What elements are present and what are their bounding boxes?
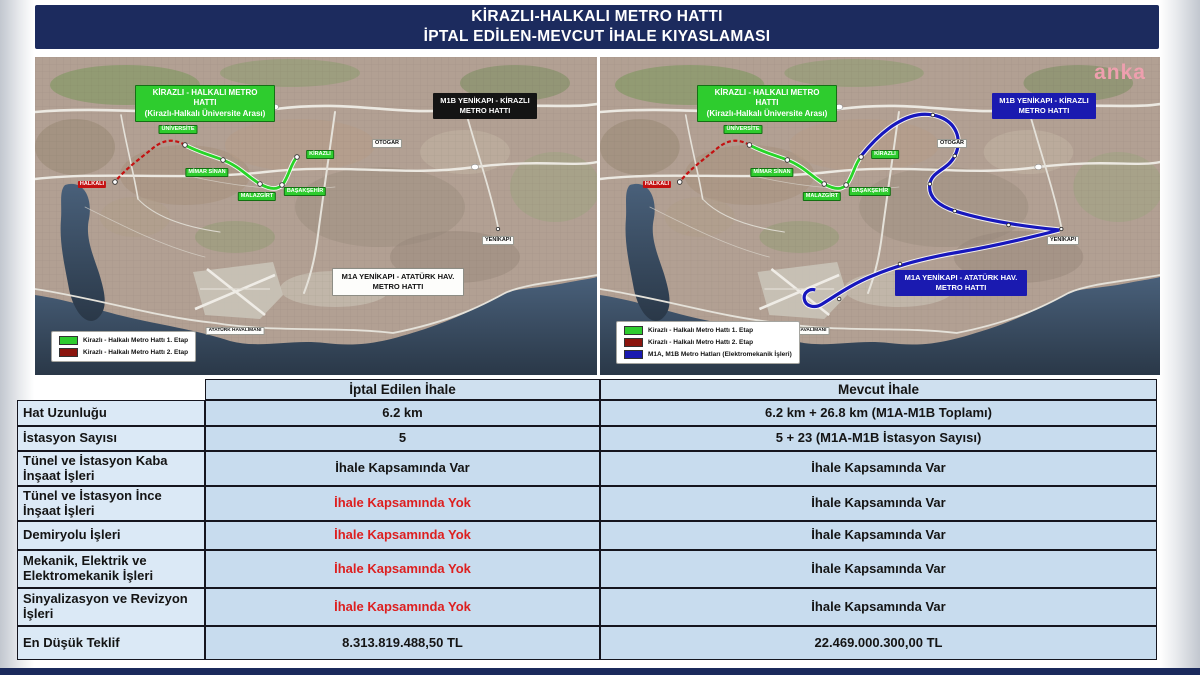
row-label: Mekanik, Elektrik ve Elektromekanik İşle… xyxy=(17,550,205,588)
station-label-yenikapi: YENİKAPI xyxy=(482,236,514,245)
map-current-tender: KİRAZLI - HALKALI METRO HATTI (Kirazlı-H… xyxy=(600,57,1160,375)
cancelled-value: İhale Kapsamında Yok xyxy=(205,486,600,521)
current-value: İhale Kapsamında Var xyxy=(600,451,1157,486)
title-line-1: KİRAZLI-HALKALI METRO HATTI xyxy=(471,8,723,25)
station-label-malazgirt: MALAZGİRT xyxy=(802,192,842,201)
legend-swatch-green xyxy=(59,336,78,345)
cancelled-value: İhale Kapsamında Var xyxy=(205,451,600,486)
current-value: 22.469.000.300,00 TL xyxy=(600,626,1157,660)
station-label-halkali: HALKALI xyxy=(642,181,672,188)
table-corner-spacer xyxy=(17,379,205,400)
station-label-kirazli: KİRAZLI xyxy=(871,150,899,159)
row-label: Demiryolu İşleri xyxy=(17,521,205,550)
legend-item-etap2: Kirazlı - Halkalı Metro Hattı 2. Etap xyxy=(624,338,792,347)
metro-line-m1b-blue xyxy=(859,112,1060,232)
m1a-line-label: M1A YENİKAPI - ATATÜRK HAV. METRO HATTI xyxy=(895,270,1027,297)
title-line-2: İPTAL EDİLEN-MEVCUT İHALE KIYASLAMASI xyxy=(423,28,771,45)
station-label-yenikapi: YENİKAPI xyxy=(1047,236,1079,245)
legend-swatch-darkred xyxy=(624,338,643,347)
anka-watermark: anka xyxy=(1094,61,1146,84)
station-label-universite: ÜNİVERSİTE xyxy=(723,125,763,134)
legend-item-etap2: Kirazlı - Halkalı Metro Hattı 2. Etap xyxy=(59,348,188,357)
station-dots xyxy=(676,142,1064,232)
legend-item-etap1: Kirazlı - Halkalı Metro Hattı 1. Etap xyxy=(59,336,188,345)
station-label-universite: ÜNİVERSİTE xyxy=(158,125,198,134)
comparison-table: İptal Edilen İhale Mevcut İhale Hat Uzunlu… xyxy=(17,379,1157,660)
legend-item-etap1: Kirazlı - Halkalı Metro Hattı 1. Etap xyxy=(624,326,792,335)
col-header-current: Mevcut İhale xyxy=(600,379,1157,400)
map-legend-current: Kirazlı - Halkalı Metro Hattı 1. Etap Ki… xyxy=(616,321,800,364)
m1b-line-label: M1B YENİKAPI - KİRAZLI METRO HATTI xyxy=(433,93,537,120)
station-label-otogar: OTOGAR xyxy=(936,139,968,148)
station-label-basaksehir: BAŞAKŞEHİR xyxy=(283,187,327,196)
station-label-kirazli: KİRAZLI xyxy=(306,150,334,159)
legend-swatch-darkred xyxy=(59,348,78,357)
kucukcekmece-lake xyxy=(625,183,670,321)
cancelled-value: 6.2 km xyxy=(205,400,600,426)
map-cancelled-tender: KİRAZLI - HALKALI METRO HATTI (Kirazlı-H… xyxy=(35,57,597,375)
title-banner: KİRAZLI-HALKALI METRO HATTI İPTAL EDİLEN… xyxy=(35,5,1159,49)
col-header-cancelled: İptal Edilen İhale xyxy=(205,379,600,400)
photo-edge-right xyxy=(1160,0,1200,675)
row-label: En Düşük Teklif xyxy=(17,626,205,660)
current-value: 5 + 23 (M1A-M1B İstasyon Sayısı) xyxy=(600,426,1157,451)
line-title-label: KİRAZLI - HALKALI METRO HATTI (Kirazlı-H… xyxy=(697,85,837,123)
legend-swatch-green xyxy=(624,326,643,335)
current-value: İhale Kapsamında Var xyxy=(600,486,1157,521)
legend-swatch-blue xyxy=(624,350,643,359)
cancelled-value: 8.313.819.488,50 TL xyxy=(205,626,600,660)
map-legend-cancelled: Kirazlı - Halkalı Metro Hattı 1. Etap Ki… xyxy=(51,331,197,362)
station-label-malazgirt: MALAZGİRT xyxy=(237,192,277,201)
kucukcekmece-lake xyxy=(60,183,105,321)
airport xyxy=(193,262,283,319)
m1a-line-label: M1A YENİKAPI - ATATÜRK HAV. METRO HATTI xyxy=(332,268,464,297)
row-label: Tünel ve İstasyon İnce İnşaat İşleri xyxy=(17,486,205,521)
line-title-label: KİRAZLI - HALKALI METRO HATTI (Kirazlı-H… xyxy=(135,85,275,123)
station-label-otogar: OTOGAR xyxy=(371,139,403,148)
cancelled-value: İhale Kapsamında Yok xyxy=(205,550,600,588)
row-label: Tünel ve İstasyon Kaba İnşaat İşleri xyxy=(17,451,205,486)
row-label: İstasyon Sayısı xyxy=(17,426,205,451)
current-value: İhale Kapsamında Var xyxy=(600,521,1157,550)
legend-item-elektromekanik: M1A, M1B Metro Hatları (Elektromekanik İ… xyxy=(624,350,792,359)
station-label-mimar-sinan: MİMAR SİNAN xyxy=(185,168,229,177)
cancelled-value: 5 xyxy=(205,426,600,451)
station-label-mimar-sinan: MİMAR SİNAN xyxy=(750,168,794,177)
bottom-frame-bar xyxy=(0,668,1200,675)
blue-metro-layer xyxy=(801,111,1061,310)
station-dots xyxy=(112,142,501,232)
cancelled-value: İhale Kapsamında Yok xyxy=(205,588,600,626)
current-value: İhale Kapsamında Var xyxy=(600,550,1157,588)
metro-line-etap2-red xyxy=(114,139,186,183)
metro-line-etap2-red xyxy=(678,139,751,183)
cancelled-value: İhale Kapsamında Yok xyxy=(205,521,600,550)
metro-line-m1a-blue xyxy=(802,228,1060,309)
m1b-line-label: M1B YENİKAPI - KİRAZLI METRO HATTI xyxy=(992,93,1096,120)
row-label: Sinyalizasyon ve Revizyon İşleri xyxy=(17,588,205,626)
current-value: 6.2 km + 26.8 km (M1A-M1B Toplamı) xyxy=(600,400,1157,426)
station-label-halkali: HALKALI xyxy=(77,181,107,188)
current-value: İhale Kapsamında Var xyxy=(600,588,1157,626)
airport-label: ATATÜRK HAVALİMANI xyxy=(205,327,265,335)
station-label-basaksehir: BAŞAKŞEHİR xyxy=(848,187,892,196)
row-label: Hat Uzunluğu xyxy=(17,400,205,426)
